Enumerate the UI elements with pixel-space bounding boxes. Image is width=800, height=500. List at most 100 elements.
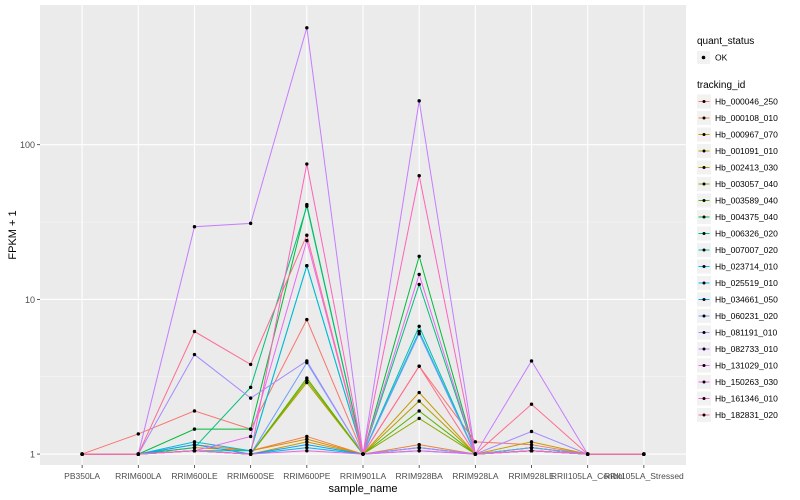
data-point [305,449,309,453]
legend-series-label: Hb_182831_020 [715,410,778,420]
legend-point-marker [702,314,706,318]
legend-series-label: Hb_150263_030 [715,377,778,387]
data-point [529,442,534,447]
data-point [305,442,309,447]
y-tick-label: 100 [20,140,35,150]
legend-point-marker [702,331,706,334]
legend-point-marker [702,248,706,252]
data-point [248,449,253,453]
legend-point-marker [702,232,706,235]
y-tick-label: 1 [30,450,35,460]
data-point [529,402,534,406]
legend-series-label: Hb_002413_030 [715,163,778,173]
x-tick-label: RRIM928BA [396,471,444,481]
legend-series-label: Hb_001091_010 [715,146,778,156]
legend-point-marker [702,199,706,202]
legend-point-marker [702,133,706,136]
legend-point-marker [702,166,706,169]
data-point [361,452,365,456]
x-tick-label: RRIM600PE [283,471,331,481]
x-tick-label: RRIM600LA [115,471,162,481]
data-point [192,449,197,453]
data-point [305,445,309,450]
legend-series-label: Hb_034661_050 [715,295,778,305]
data-point [417,409,421,413]
data-point [305,359,309,363]
y-axis: 1 10 100 [20,140,40,460]
data-point [473,440,478,444]
x-axis: PB350LA RRIM600LA RRIM600LE RRIM600SE RRIM60… [64,465,684,481]
data-point [305,317,309,322]
legend-point-label: OK [715,53,728,63]
data-point [305,440,309,444]
legend-point-marker [702,347,706,351]
data-point [417,324,421,328]
data-point [417,332,421,336]
data-point [192,352,197,357]
legend-series-label: Hb_003057_040 [715,179,778,189]
data-point [529,449,534,453]
legend-point-marker [701,55,706,60]
data-point [305,376,309,380]
data-point [417,254,421,258]
data-point [248,362,253,367]
x-tick-label: PB350LA [64,471,100,481]
legend-tracking-id-title: tracking_id [697,80,745,91]
legend-series-label: Hb_060231_020 [715,311,778,321]
data-point [136,432,141,436]
data-point [417,99,421,103]
data-point [136,452,141,456]
data-point [248,221,253,226]
legend-point-marker [702,413,706,417]
data-point [529,445,534,450]
legend-point-marker [702,182,706,186]
legend-series: Hb_000046_250 Hb_000108_010 Hb_000967_070 H… [697,94,778,422]
data-point [305,434,309,439]
data-point [192,225,197,229]
data-point [417,282,421,287]
data-point [529,429,534,434]
legend-series-label: Hb_161346_010 [715,394,778,404]
legend-point-marker [702,100,706,103]
legend-series-label: Hb_000967_070 [715,130,778,140]
data-point [192,409,197,413]
data-point [642,452,646,456]
data-point [248,434,253,439]
legend-series-label: Hb_006326_020 [715,229,778,239]
legend-series-label: Hb_082733_010 [715,344,778,354]
y-axis-title: FPKM + 1 [7,210,19,259]
legend-quant-status-title: quant_status [697,36,754,47]
data-point [248,385,253,390]
legend-point-marker [702,364,706,367]
data-point [417,442,421,447]
x-tick-label: RRIM901LA [340,471,387,481]
legend-series-label: Hb_004375_040 [715,212,778,222]
legend-point-marker [702,149,706,153]
legend-point-marker [702,265,706,268]
data-point [192,445,197,450]
x-tick-label: RRIM600LE [171,471,218,481]
data-point [192,329,197,334]
legend-series-label: Hb_023714_010 [715,262,778,272]
data-point [305,204,309,208]
x-tick-label: RRII105LA_Stressed [604,471,684,481]
legend-point-marker [702,281,706,285]
legend-series-label: Hb_000046_250 [715,97,778,107]
legend-series-label: Hb_003589_040 [715,196,778,206]
legend-series-label: Hb_000108_010 [715,113,778,123]
data-point [305,264,309,268]
legend: quant_status OK tracking_id Hb_000046_25… [697,36,778,422]
data-point [529,440,534,444]
data-point [417,445,421,450]
legend-point-marker [702,298,706,301]
data-point [417,272,421,277]
legend-point-marker [702,397,706,400]
data-point [417,364,421,368]
data-point [192,427,197,431]
x-tick-label: RRIM928LA [452,471,499,481]
data-point [248,427,253,431]
data-point [529,359,534,363]
legend-point-marker [702,380,706,384]
